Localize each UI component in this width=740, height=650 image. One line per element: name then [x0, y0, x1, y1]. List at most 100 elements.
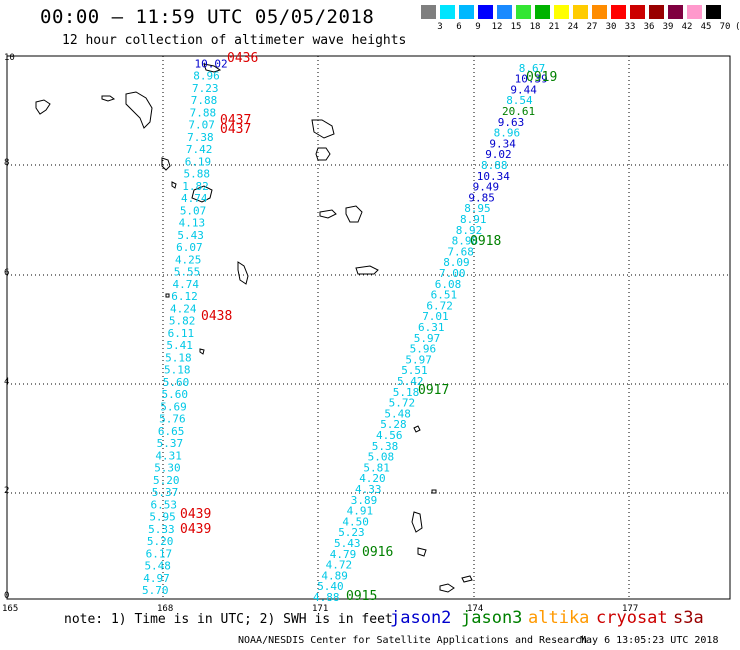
- color-scale-swatch: [706, 5, 721, 19]
- swh-value: 5.43: [334, 537, 361, 550]
- swh-value: 4.79: [330, 548, 357, 561]
- swh-value: 8.96: [494, 127, 520, 140]
- swh-value: 4.89: [321, 569, 348, 582]
- color-scale-swatch: [611, 5, 626, 19]
- swh-value: 6.72: [426, 299, 453, 312]
- y-tick-label: 0: [4, 591, 9, 601]
- pass-time-label: 0915: [346, 589, 377, 604]
- swh-value: 6.12: [171, 290, 198, 303]
- swh-value: 7.88: [191, 94, 218, 107]
- island-outlines: [35, 63, 473, 593]
- swh-value: 4.20: [359, 472, 386, 485]
- swh-value: 5.82: [169, 315, 196, 328]
- swh-value: 9.02: [485, 148, 512, 161]
- island: [101, 95, 116, 102]
- legend-note: note: 1) Time is in UTC; 2) SWH is in fe…: [64, 612, 393, 627]
- x-tick-label: 174: [467, 604, 483, 614]
- color-scale-label: 15: [510, 22, 522, 32]
- color-scale-label: 9: [475, 22, 481, 32]
- swh-value: 5.70: [142, 584, 169, 597]
- swh-value: 7.23: [192, 82, 219, 95]
- swh-value: 5.55: [174, 266, 201, 279]
- pass-time-label: 0917: [418, 383, 449, 398]
- swh-value: 4.74: [173, 278, 200, 291]
- legend-altika: altika: [528, 608, 590, 628]
- swh-value: 5.60: [162, 388, 189, 401]
- island: [35, 99, 51, 115]
- swh-value: 4.33: [355, 483, 382, 496]
- color-scale-swatch: [535, 5, 550, 19]
- swh-value: 7.68: [447, 245, 474, 258]
- island: [345, 205, 363, 223]
- x-tick-label: 177: [622, 604, 638, 614]
- island: [461, 575, 473, 583]
- swh-value: 5.97: [405, 353, 432, 366]
- swh-value: 4.91: [347, 505, 374, 518]
- swh-value: 6.65: [158, 425, 185, 438]
- swh-value: 4.72: [326, 559, 353, 572]
- page-title: 00:00 – 11:59 UTC 05/05/2018: [40, 6, 375, 28]
- swh-value: 6.53: [151, 498, 178, 511]
- color-scale-swatch: [649, 5, 664, 19]
- color-scale-label: 42: [681, 22, 693, 32]
- swh-value: 4.56: [376, 429, 403, 442]
- swh-value: 5.95: [149, 511, 176, 524]
- swh-value: 6.08: [435, 278, 462, 291]
- swh-value: 7.01: [422, 310, 449, 323]
- swh-value: 8.92: [456, 224, 483, 237]
- swh-value: 10.34: [477, 170, 510, 183]
- color-scale-label: (ft): [735, 22, 740, 32]
- color-scale-swatch: [497, 5, 512, 19]
- color-scale-label: 39: [662, 22, 674, 32]
- swh-value: 8.09: [443, 256, 470, 269]
- swh-value: 8.88: [481, 159, 508, 172]
- swh-value: 5.40: [317, 580, 344, 593]
- swh-value: 4.31: [155, 449, 182, 462]
- color-scale-label: 6: [456, 22, 462, 32]
- pass-time-label: 0436: [227, 51, 258, 66]
- swh-value: 5.38: [372, 440, 399, 453]
- x-tick-label: 168: [157, 604, 173, 614]
- swh-value: 5.72: [389, 397, 416, 410]
- island: [355, 265, 379, 275]
- swh-track-left: 5.704.975.486.175.205.335.956.535.375.20…: [142, 57, 228, 597]
- color-scale-swatch: [421, 5, 436, 19]
- swh-value: 10.39: [515, 73, 548, 86]
- pass-time-label: 0438: [201, 309, 232, 324]
- swh-value: 9.49: [473, 181, 500, 194]
- swh-value: 5.37: [152, 486, 179, 499]
- swh-value: 5.18: [164, 364, 191, 377]
- swh-value: 5.18: [393, 386, 420, 399]
- swh-value: 4.50: [342, 515, 369, 528]
- swh-value: 8.95: [464, 202, 491, 215]
- swh-value: 5.30: [154, 462, 181, 475]
- y-tick-label: 4: [4, 377, 9, 387]
- color-scale-label: 45: [700, 22, 712, 32]
- map-frame: [6, 55, 731, 600]
- swh-value: 5.48: [144, 560, 171, 573]
- color-scale-swatch: [516, 5, 531, 19]
- legend-jason3: jason3: [461, 608, 523, 628]
- swh-value: 5.23: [338, 526, 365, 539]
- color-scale-label: 24: [567, 22, 579, 32]
- island: [161, 157, 171, 171]
- color-scale-label: 70: [719, 22, 731, 32]
- swh-value: 5.20: [147, 535, 174, 548]
- swh-value: 6.11: [168, 327, 195, 340]
- pass-time-label: 0916: [362, 545, 393, 560]
- swh-value: 4.24: [170, 302, 197, 315]
- swh-value: 9.34: [489, 137, 516, 150]
- legend-s3a: s3a: [673, 608, 704, 628]
- color-scale-label: 36: [643, 22, 655, 32]
- swh-value: 9.44: [510, 83, 537, 96]
- swh-track-right: 4.885.404.894.724.795.435.234.504.913.89…: [313, 62, 548, 604]
- color-scale-swatch: [687, 5, 702, 19]
- swh-value: 8.91: [460, 213, 487, 226]
- x-tick-label: 165: [2, 604, 18, 614]
- color-scale-swatch: [554, 5, 569, 19]
- swh-value: 6.17: [146, 547, 173, 560]
- y-tick-label: 8: [4, 158, 9, 168]
- swh-value: 5.96: [410, 343, 437, 356]
- color-scale-swatch: [440, 5, 455, 19]
